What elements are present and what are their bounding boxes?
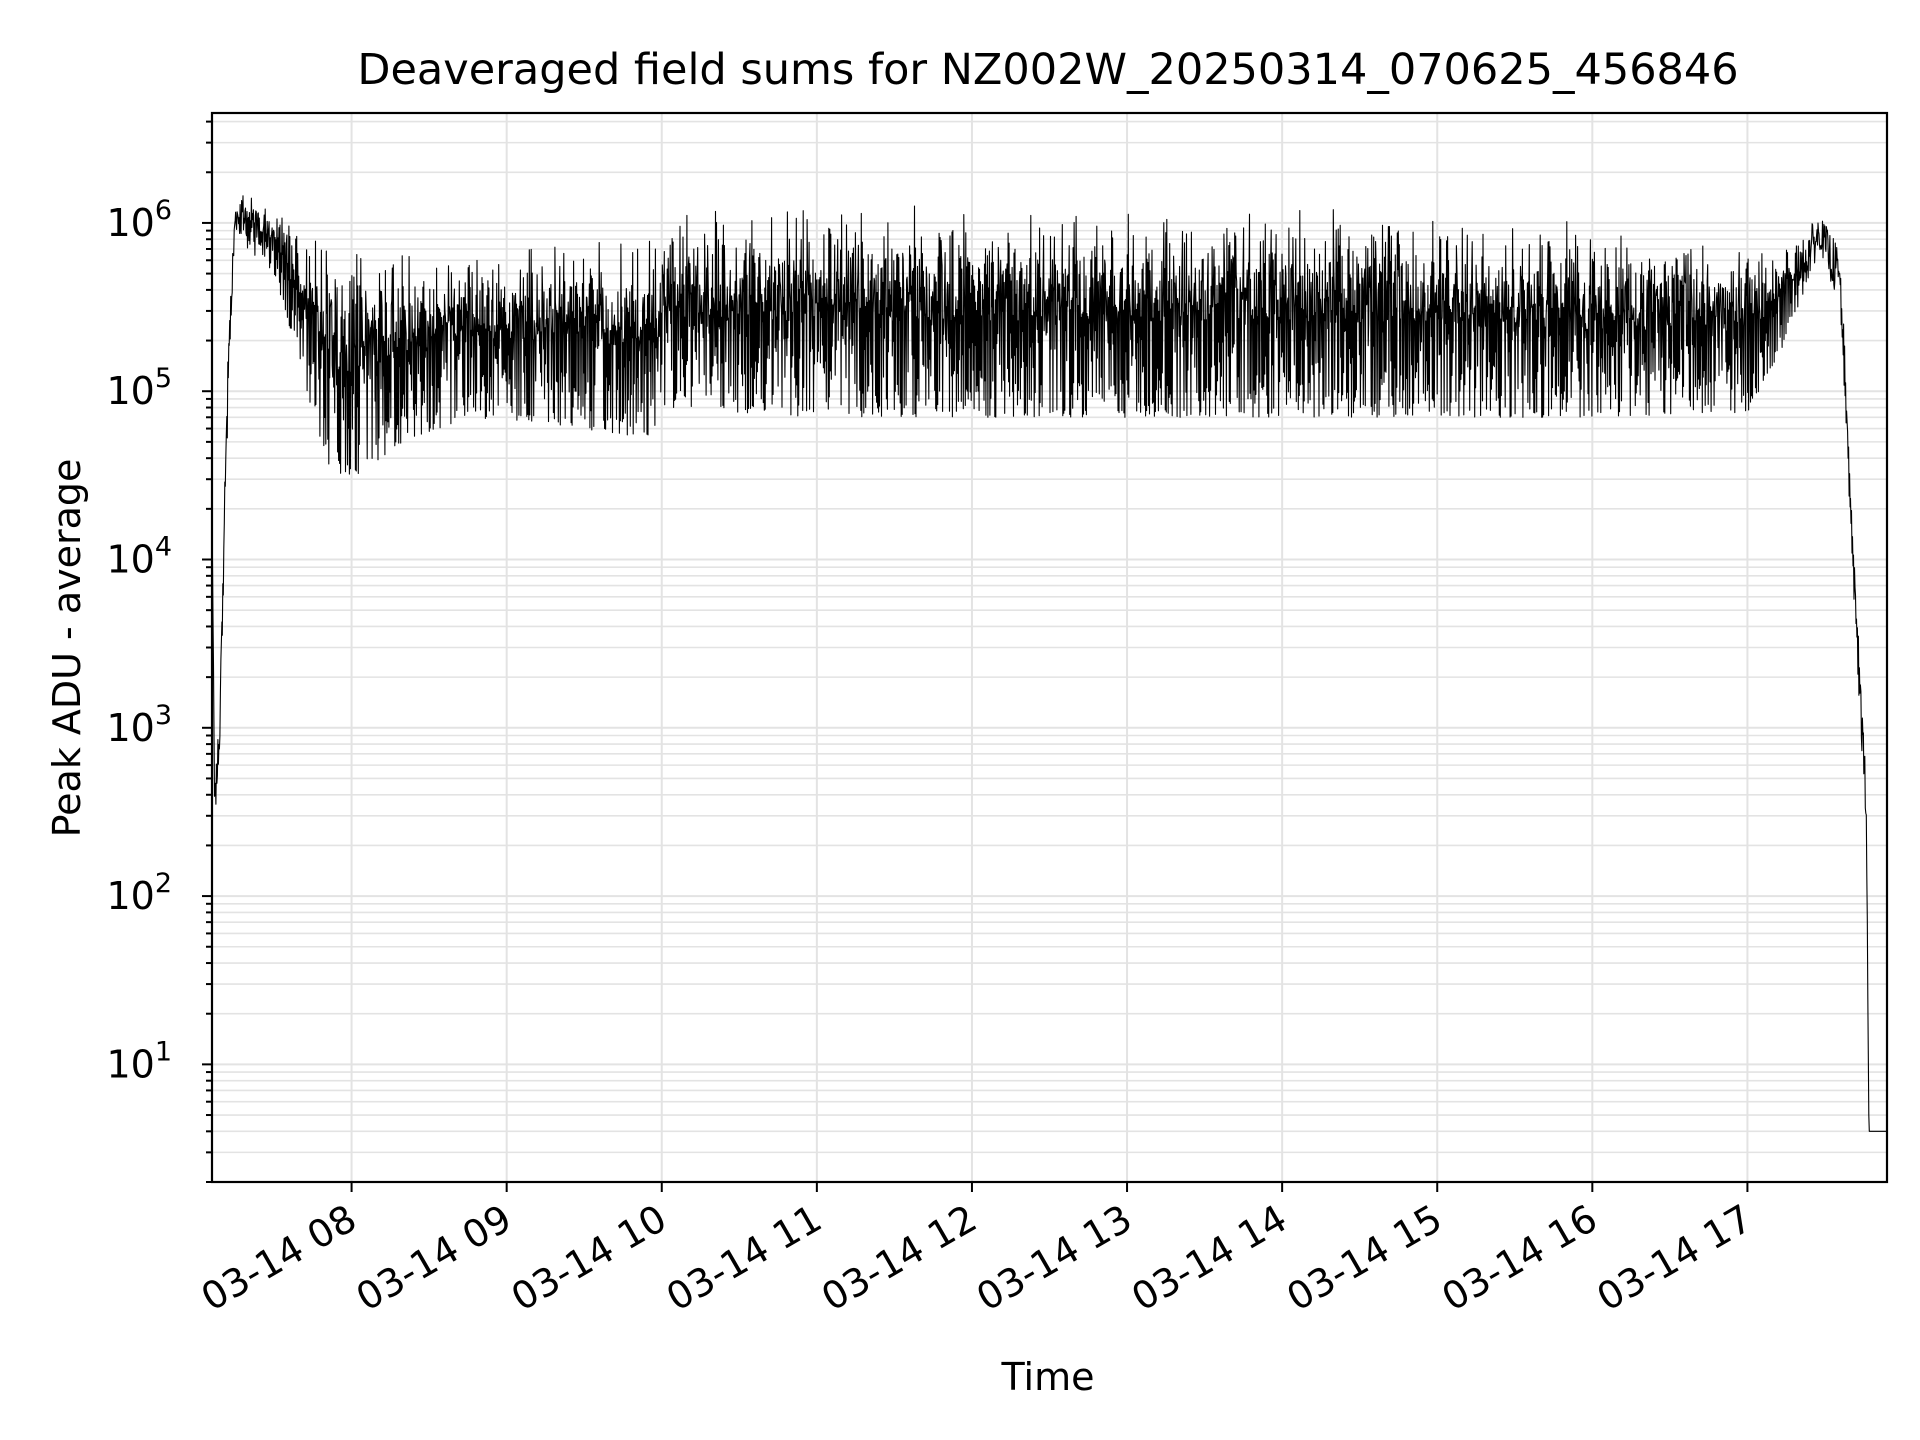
y-tick-label-base: 10 bbox=[106, 538, 154, 582]
y-tick-label: 104 bbox=[106, 532, 172, 582]
y-tick-label: 101 bbox=[106, 1036, 172, 1086]
y-tick-label-exponent: 1 bbox=[155, 1036, 172, 1067]
y-tick-label-base: 10 bbox=[106, 201, 154, 245]
x-axis-label: Time bbox=[1001, 1355, 1095, 1399]
y-tick-label-base: 10 bbox=[106, 874, 154, 918]
chart-title: Deaveraged field sums for NZ002W_2025031… bbox=[357, 45, 1738, 95]
x-tick-label: 03-14 11 bbox=[659, 1196, 829, 1320]
y-tick-label-exponent: 4 bbox=[155, 532, 172, 563]
y-tick-label: 106 bbox=[106, 195, 172, 245]
y-tick-label: 103 bbox=[106, 700, 172, 750]
y-tick-label-exponent: 2 bbox=[155, 868, 172, 899]
series-line bbox=[211, 195, 1888, 1132]
y-axis-label: Peak ADU - average bbox=[45, 459, 89, 838]
x-tick-label: 03-14 10 bbox=[504, 1196, 674, 1320]
x-tick-label: 03-14 13 bbox=[969, 1196, 1139, 1320]
x-tick-label: 03-14 12 bbox=[814, 1196, 984, 1320]
x-tick-label: 03-14 08 bbox=[194, 1196, 364, 1320]
y-tick-label-exponent: 6 bbox=[155, 195, 172, 226]
y-tick-label-base: 10 bbox=[106, 1042, 154, 1086]
y-tick-label: 102 bbox=[106, 868, 172, 918]
x-tick-label: 03-14 15 bbox=[1279, 1196, 1449, 1320]
y-tick-label-exponent: 5 bbox=[155, 363, 172, 394]
x-tick-label: 03-14 17 bbox=[1590, 1196, 1760, 1320]
x-tick-label: 03-14 14 bbox=[1124, 1196, 1294, 1320]
y-tick-label: 105 bbox=[106, 363, 172, 413]
y-tick-label-base: 10 bbox=[106, 706, 154, 750]
y-tick-label-base: 10 bbox=[106, 369, 154, 413]
x-tick-label: 03-14 09 bbox=[349, 1196, 519, 1320]
data-line-layer bbox=[211, 195, 1888, 1132]
x-tick-label: 03-14 16 bbox=[1434, 1196, 1604, 1320]
y-tick-label-exponent: 3 bbox=[155, 700, 172, 731]
